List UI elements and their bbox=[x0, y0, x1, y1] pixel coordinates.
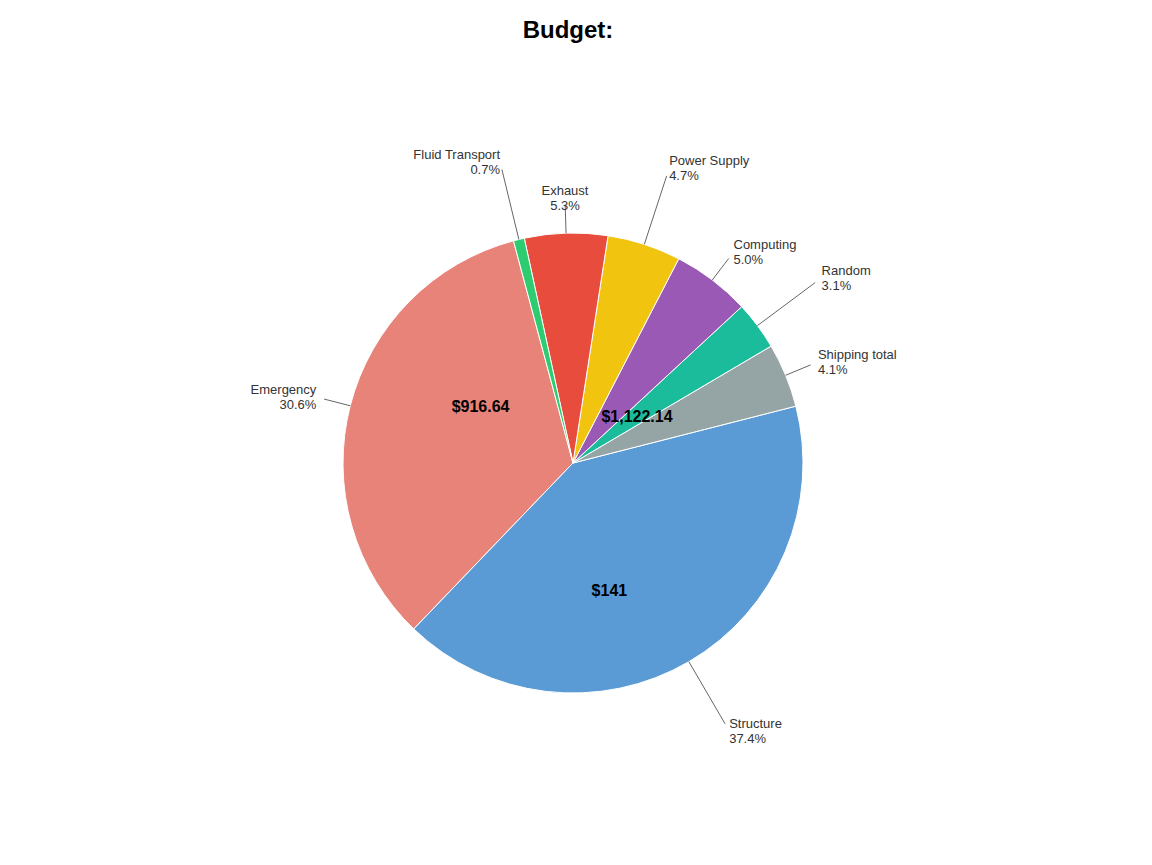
html-text:$141: $141 bbox=[591, 582, 628, 600]
svg-text:Fluid Transport0.7%: Fluid Transport0.7% bbox=[413, 147, 500, 177]
html-text:Budget:: Budget: bbox=[522, 16, 614, 43]
svg-text:Power Supply4.7%: Power Supply4.7% bbox=[669, 153, 750, 183]
svg-text:Random3.1%: Random3.1% bbox=[822, 263, 871, 293]
html-text:$916.64: $916.64 bbox=[451, 398, 510, 416]
svg-text:Emergency30.6%: Emergency30.6% bbox=[251, 382, 317, 412]
svg-text:Computing5.0%: Computing5.0% bbox=[734, 237, 797, 267]
svg-text:Shipping total4.1%: Shipping total4.1% bbox=[818, 347, 897, 377]
svg-text:Exhaust5.3%: Exhaust5.3% bbox=[541, 183, 588, 213]
svg-text:Structure37.4%: Structure37.4% bbox=[729, 716, 782, 746]
html-text:$1,122.14: $1,122.14 bbox=[601, 407, 673, 425]
